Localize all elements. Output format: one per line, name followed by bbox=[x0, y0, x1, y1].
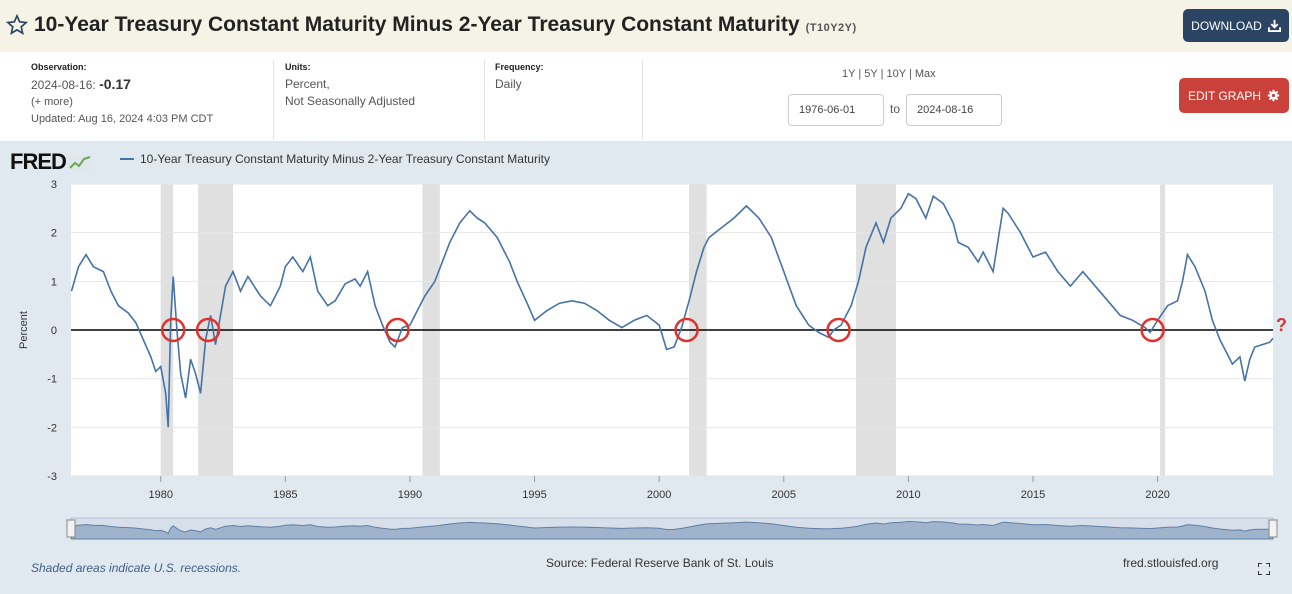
gear-icon bbox=[1267, 89, 1280, 102]
chart-area: FRED 10-Year Treasury Constant Maturity … bbox=[0, 141, 1292, 594]
observation-date: 2024-08-16: bbox=[31, 78, 96, 92]
range-separator: | bbox=[908, 68, 912, 80]
y-tick-label: 0 bbox=[51, 325, 57, 337]
x-tick-label: 1985 bbox=[273, 489, 297, 501]
end-date-input[interactable]: 2024-08-16 bbox=[906, 94, 1002, 126]
x-tick-label: 1980 bbox=[148, 489, 172, 501]
range-10y[interactable]: 10Y bbox=[886, 68, 906, 80]
range-5y[interactable]: 5Y bbox=[864, 68, 878, 80]
fred-logo: FRED bbox=[10, 149, 91, 175]
observation-block: Observation: 2024-08-16: -0.17 (+ more) … bbox=[31, 62, 213, 128]
fred-url[interactable]: fred.stlouisfed.org bbox=[1123, 556, 1219, 570]
range-max[interactable]: Max bbox=[914, 68, 936, 80]
navigator-series bbox=[71, 520, 1274, 540]
inversion-circle bbox=[160, 317, 186, 343]
y-tick-label: 3 bbox=[51, 179, 57, 191]
frequency-label: Frequency: bbox=[495, 62, 544, 72]
start-date-input[interactable]: 1976-06-01 bbox=[788, 94, 884, 126]
edit-graph-label: EDIT GRAPH bbox=[1187, 88, 1262, 103]
source-text: Source: Federal Reserve Bank of St. Loui… bbox=[546, 556, 774, 570]
inversion-circle bbox=[826, 317, 851, 343]
inversion-circle bbox=[1140, 317, 1165, 343]
gridlines bbox=[71, 183, 1273, 477]
inversion-markers bbox=[160, 317, 1165, 343]
to-label: to bbox=[890, 102, 901, 116]
series-title: 10-Year Treasury Constant Maturity Minus… bbox=[34, 13, 800, 36]
y-tick-label: -2 bbox=[47, 422, 57, 434]
download-button[interactable]: DOWNLOAD bbox=[1183, 9, 1289, 42]
units-line2: Not Seasonally Adjusted bbox=[285, 94, 416, 108]
more-link[interactable]: (+ more) bbox=[31, 96, 73, 108]
units-label: Units: bbox=[285, 62, 311, 72]
x-tick-label: 2010 bbox=[896, 489, 920, 501]
range-separator: | bbox=[880, 68, 884, 80]
x-tick-label: 1995 bbox=[522, 489, 546, 501]
x-tick-label: 2015 bbox=[1021, 489, 1045, 501]
download-label: DOWNLOAD bbox=[1191, 18, 1262, 33]
x-tick-label: 2000 bbox=[647, 489, 671, 501]
observation-line: 2024-08-16: -0.17 bbox=[31, 76, 213, 94]
range-1y[interactable]: 1Y bbox=[842, 68, 856, 80]
download-icon bbox=[1267, 19, 1281, 32]
fullscreen-icon[interactable] bbox=[1258, 563, 1270, 575]
range-selector: 1Y | 5Y | 10Y | Max bbox=[842, 68, 936, 80]
legend-swatch bbox=[120, 158, 134, 160]
observation-value: -0.17 bbox=[99, 76, 131, 92]
y-tick-label: 2 bbox=[51, 228, 57, 240]
y-tick-label: -3 bbox=[47, 471, 57, 483]
chart-svg: 3 2 1 0 -1 -2 -3 1980 1985 1990 1995 2000 2005 2010 2… bbox=[18, 179, 1287, 540]
chart-logo-icon bbox=[68, 155, 91, 172]
x-tick-label: 2005 bbox=[772, 489, 796, 501]
navigator-handle-left[interactable] bbox=[66, 519, 76, 538]
frequency-value: Daily bbox=[495, 77, 522, 91]
divider bbox=[273, 60, 274, 140]
star-icon[interactable] bbox=[6, 14, 28, 36]
edit-graph-button[interactable]: EDIT GRAPH bbox=[1179, 78, 1289, 113]
y-tick-label: -1 bbox=[47, 374, 57, 386]
inversion-circle bbox=[195, 317, 221, 343]
frequency-block: Frequency: Daily bbox=[495, 62, 544, 93]
inversion-circle bbox=[385, 317, 410, 343]
x-tick-label: 2020 bbox=[1145, 489, 1169, 501]
inversion-circle bbox=[674, 317, 699, 343]
units-block: Units: Percent, Not Seasonally Adjusted bbox=[285, 62, 415, 110]
range-separator: | bbox=[858, 68, 862, 80]
observation-label: Observation: bbox=[31, 62, 87, 72]
y-axis: 3 2 1 0 -1 -2 -3 bbox=[47, 179, 57, 483]
x-tick-label: 1990 bbox=[398, 489, 422, 501]
metadata-panel: Observation: 2024-08-16: -0.17 (+ more) … bbox=[0, 52, 1292, 141]
chart-legend: 10-Year Treasury Constant Maturity Minus… bbox=[120, 152, 550, 166]
question-mark-annotation: ? bbox=[1276, 315, 1287, 335]
divider bbox=[642, 60, 643, 140]
recession-footnote: Shaded areas indicate U.S. recessions. bbox=[31, 561, 242, 575]
y-axis-label: Percent bbox=[18, 311, 30, 349]
navigator-handle-right[interactable] bbox=[1268, 519, 1278, 538]
legend-label: 10-Year Treasury Constant Maturity Minus… bbox=[140, 152, 550, 166]
page-title: 10-Year Treasury Constant Maturity Minus… bbox=[34, 13, 857, 37]
y-tick-label: 1 bbox=[51, 276, 57, 288]
title-bar: 10-Year Treasury Constant Maturity Minus… bbox=[0, 0, 1292, 52]
updated-text: Updated: Aug 16, 2024 4:03 PM CDT bbox=[31, 113, 214, 125]
fred-logo-text: FRED bbox=[10, 149, 67, 174]
units-line1: Percent, bbox=[285, 77, 330, 91]
series-id: (T10Y2Y) bbox=[805, 22, 857, 34]
x-axis: 1980 1985 1990 1995 2000 2005 2010 2015 2020 bbox=[148, 476, 1170, 501]
divider bbox=[484, 60, 485, 140]
